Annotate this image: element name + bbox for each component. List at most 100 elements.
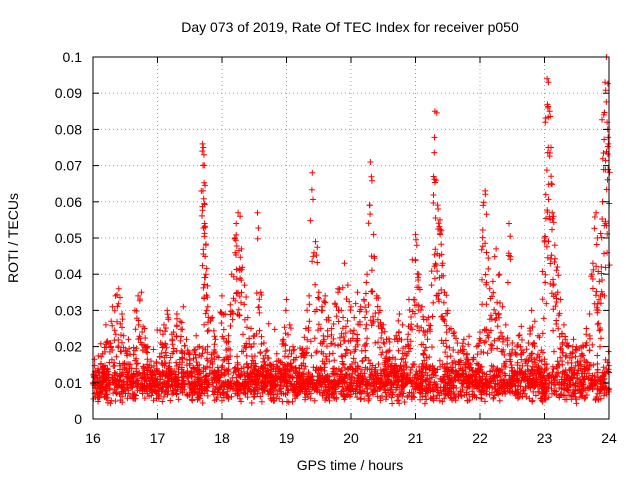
background-point bbox=[504, 382, 511, 389]
background-point bbox=[531, 384, 538, 391]
background-point bbox=[236, 373, 242, 379]
background-point bbox=[352, 367, 359, 374]
cluster-point bbox=[392, 356, 399, 363]
cluster-point bbox=[330, 370, 337, 377]
background-point bbox=[211, 388, 218, 395]
background-point bbox=[204, 381, 211, 388]
cluster-point bbox=[220, 326, 227, 333]
data-point bbox=[204, 303, 211, 310]
background-point bbox=[405, 342, 412, 349]
cluster-point bbox=[417, 307, 424, 313]
cluster-point bbox=[600, 150, 607, 156]
background-point bbox=[282, 378, 289, 385]
cluster-point bbox=[238, 277, 245, 284]
cluster-point bbox=[119, 339, 125, 346]
data-point bbox=[370, 231, 377, 238]
cluster-point bbox=[347, 307, 354, 314]
cluster-point bbox=[233, 276, 240, 283]
background-point bbox=[588, 376, 595, 383]
data-points bbox=[90, 54, 613, 407]
background-point bbox=[605, 348, 612, 355]
background-point bbox=[181, 386, 188, 393]
data-point bbox=[322, 292, 329, 299]
cluster-point bbox=[335, 307, 342, 314]
cluster-point bbox=[294, 387, 301, 394]
background-point bbox=[448, 395, 455, 402]
cluster-point bbox=[398, 367, 405, 374]
background-point bbox=[589, 341, 596, 348]
data-point bbox=[112, 292, 119, 299]
background-point bbox=[437, 384, 444, 391]
cluster-point bbox=[201, 201, 208, 208]
cluster-point bbox=[133, 308, 140, 314]
cluster-point bbox=[553, 267, 560, 274]
cluster-point bbox=[201, 230, 208, 237]
cluster-point bbox=[605, 140, 612, 147]
cluster-point bbox=[380, 339, 387, 346]
cluster-point bbox=[204, 282, 211, 289]
cluster-point bbox=[304, 307, 311, 314]
cluster-point bbox=[486, 329, 492, 336]
background-point bbox=[313, 386, 320, 393]
background-point bbox=[465, 341, 472, 348]
background-point bbox=[370, 391, 376, 398]
cluster-point bbox=[133, 355, 140, 362]
cluster-point bbox=[594, 309, 601, 316]
background-point bbox=[358, 366, 365, 373]
data-point bbox=[589, 260, 596, 267]
cluster-point bbox=[362, 304, 369, 311]
background-point bbox=[498, 384, 504, 391]
cluster-point bbox=[424, 336, 431, 343]
background-point bbox=[336, 373, 343, 380]
cluster-point bbox=[511, 373, 518, 380]
background-point bbox=[370, 380, 376, 387]
cluster-point bbox=[547, 113, 554, 120]
cluster-point bbox=[542, 271, 549, 278]
cluster-point bbox=[183, 362, 190, 369]
x-tick-label: 19 bbox=[279, 430, 295, 446]
cluster-point bbox=[489, 293, 495, 300]
cluster-point bbox=[426, 354, 433, 360]
cluster-point bbox=[99, 366, 106, 373]
cluster-point bbox=[168, 331, 175, 338]
cluster-point bbox=[304, 336, 311, 343]
data-point bbox=[460, 336, 467, 343]
data-point bbox=[125, 336, 132, 343]
cluster-point bbox=[542, 279, 549, 286]
background-point bbox=[123, 380, 130, 387]
cluster-point bbox=[604, 80, 611, 87]
cluster-point bbox=[288, 373, 295, 380]
cluster-point bbox=[415, 277, 422, 283]
background-point bbox=[552, 382, 559, 389]
background-point bbox=[431, 365, 438, 372]
cluster-point bbox=[211, 356, 218, 363]
cluster-point bbox=[602, 264, 609, 271]
cluster-point bbox=[412, 256, 419, 263]
cluster-point bbox=[248, 344, 255, 351]
y-tick-label: 0 bbox=[74, 411, 82, 427]
background-point bbox=[141, 395, 148, 402]
cluster-point bbox=[432, 246, 439, 253]
background-point bbox=[261, 387, 268, 394]
background-point bbox=[429, 384, 436, 391]
background-point bbox=[198, 374, 204, 381]
cluster-point bbox=[548, 173, 555, 180]
background-point bbox=[401, 399, 408, 405]
background-point bbox=[543, 388, 550, 395]
background-point bbox=[562, 353, 569, 360]
cluster-point bbox=[411, 310, 418, 317]
cluster-point bbox=[284, 365, 291, 372]
cluster-point bbox=[156, 371, 163, 378]
cluster-point bbox=[144, 345, 151, 351]
cluster-point bbox=[385, 356, 392, 363]
cluster-point bbox=[309, 258, 316, 265]
cluster-point bbox=[446, 344, 453, 351]
cluster-point bbox=[583, 339, 590, 346]
background-point bbox=[423, 385, 430, 391]
data-point bbox=[412, 231, 419, 238]
data-point bbox=[183, 336, 190, 343]
cluster-point bbox=[135, 321, 142, 328]
cluster-point bbox=[361, 343, 368, 350]
cluster-point bbox=[151, 383, 158, 390]
